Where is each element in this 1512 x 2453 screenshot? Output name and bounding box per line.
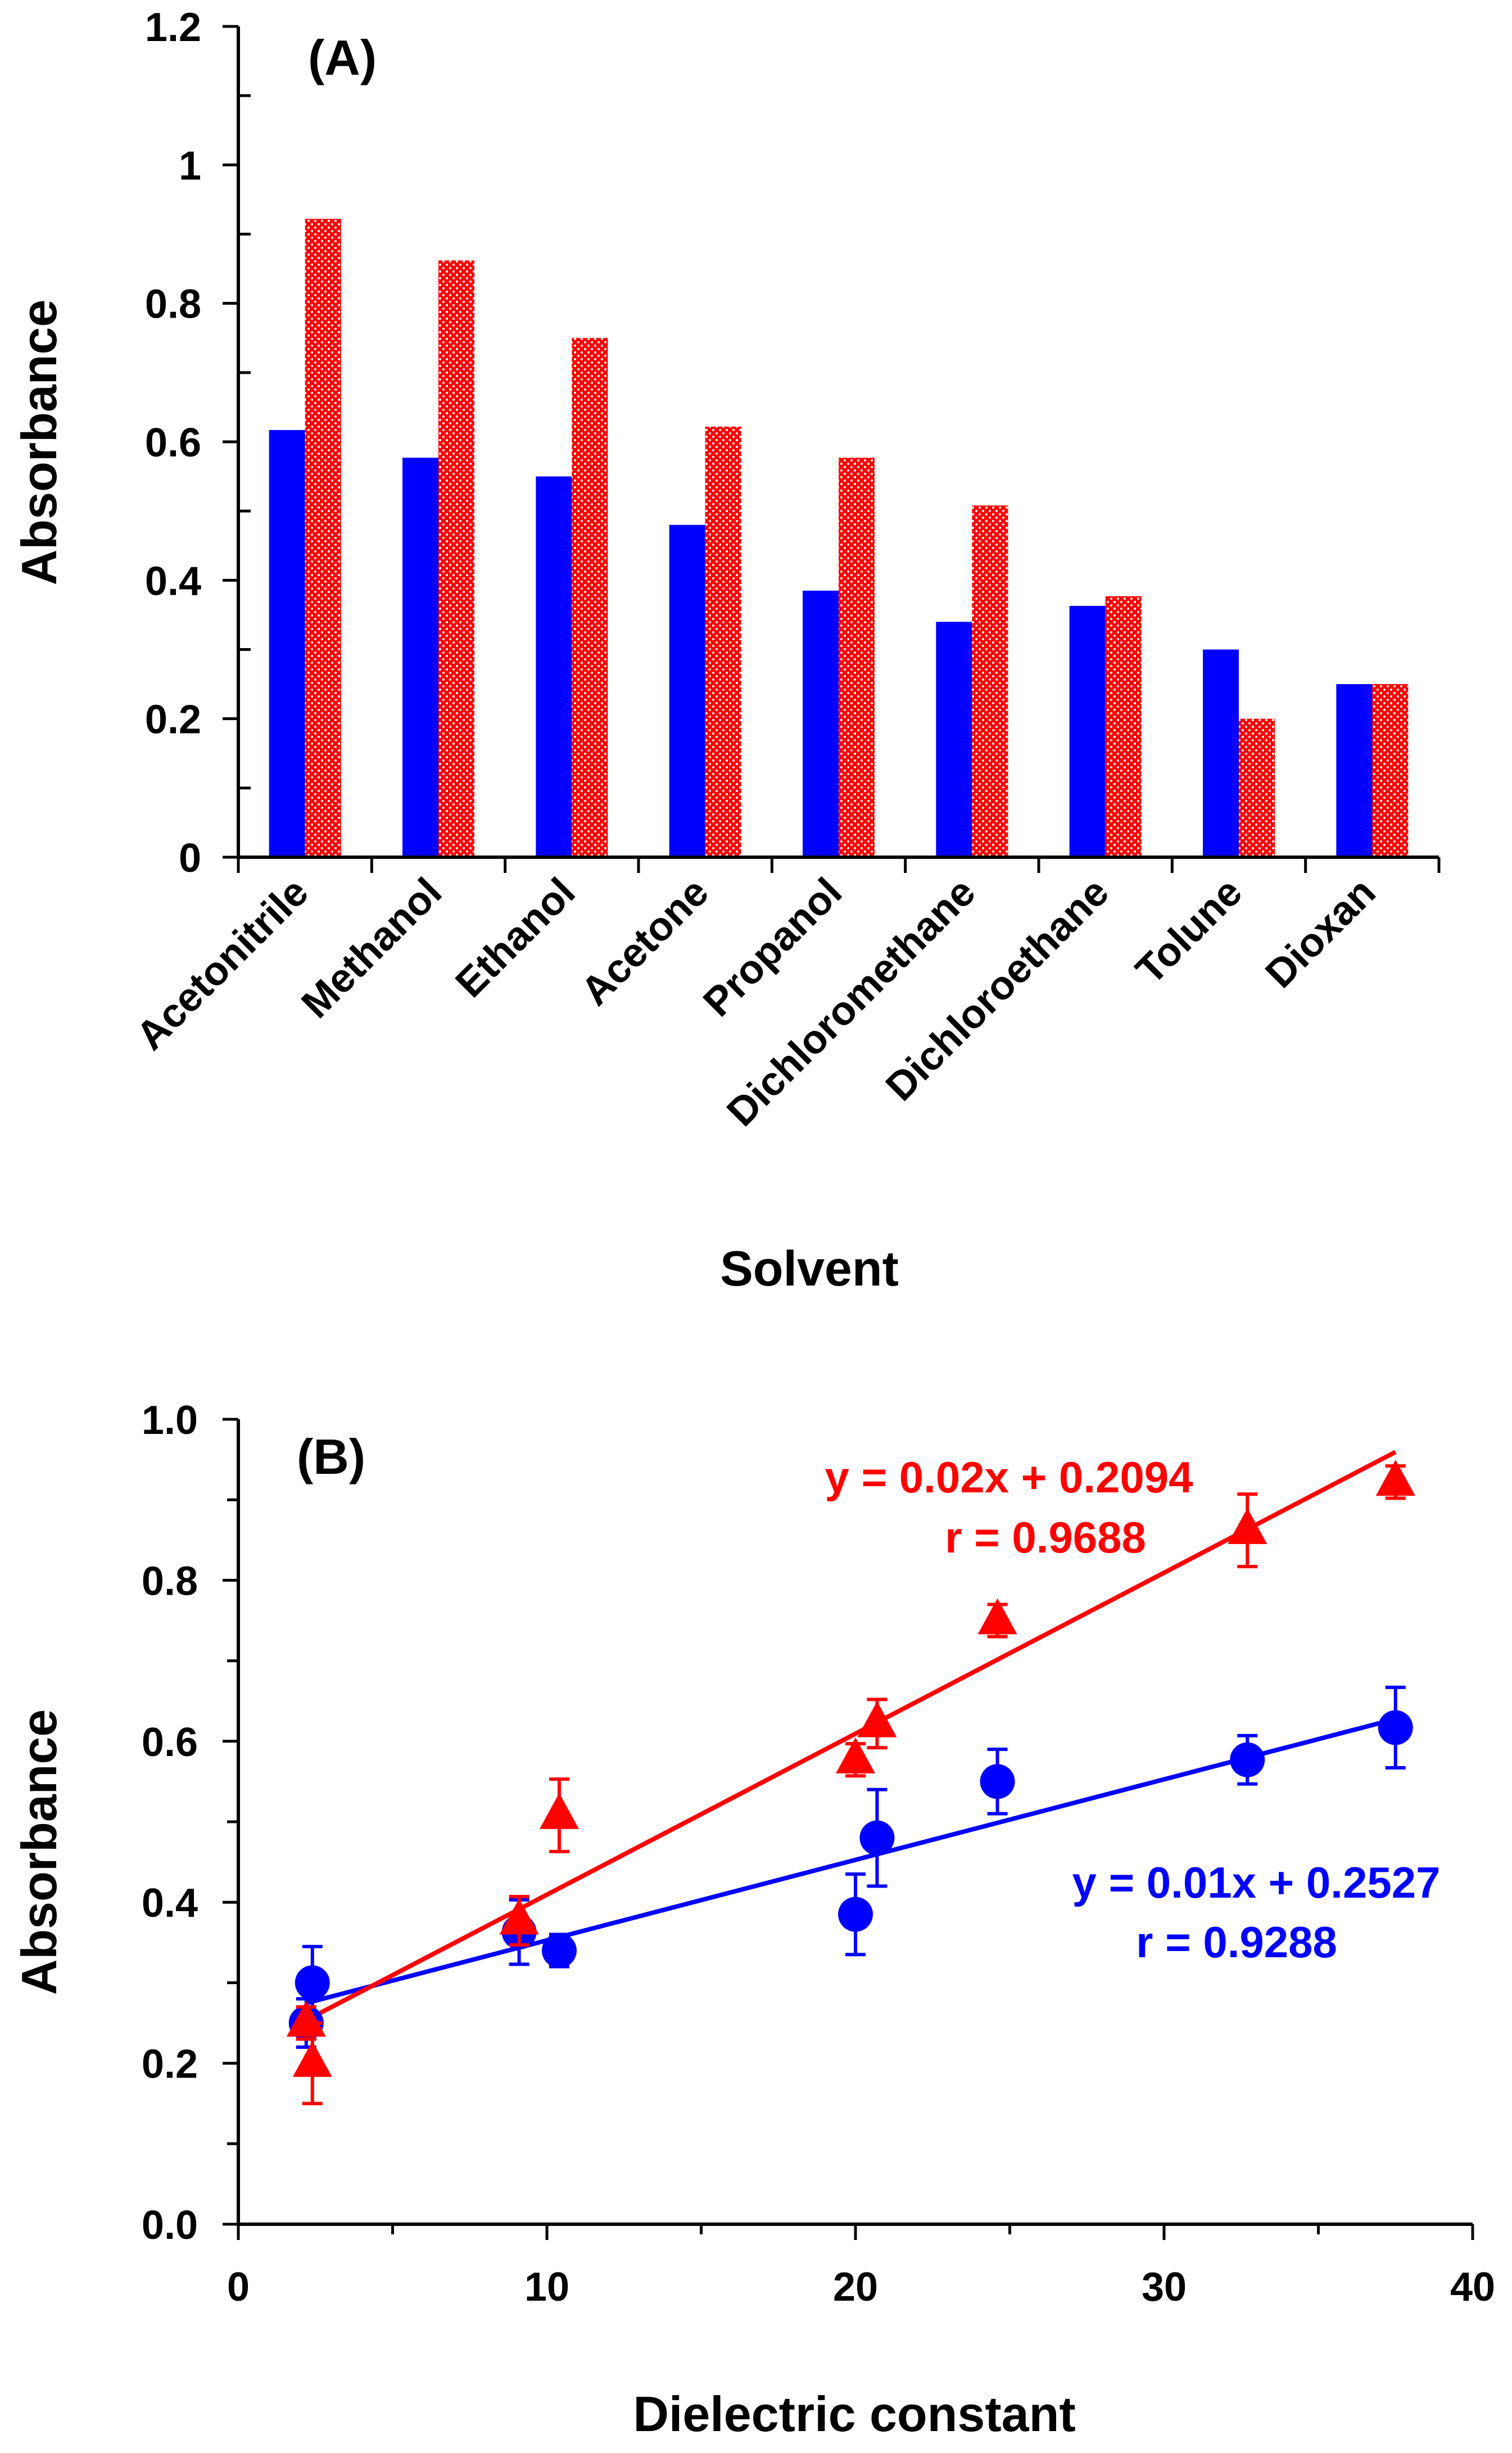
triangle-marker xyxy=(286,2001,326,2037)
panel-a-bars xyxy=(269,219,1409,857)
circle-marker xyxy=(1378,1710,1413,1745)
panel-b-fit-lines xyxy=(305,1450,1397,2022)
red-fit-r-value: r = 0.9688 xyxy=(945,1513,1146,1562)
fit-line-red-triangles xyxy=(305,1450,1397,2022)
y-tick-label: 1.2 xyxy=(145,5,201,50)
bar-series-2-acetonitrile xyxy=(305,219,341,857)
y-tick-label: 1.0 xyxy=(142,1398,198,1443)
y-tick-label: 0.2 xyxy=(145,698,201,743)
bar-series-1-acetonitrile xyxy=(269,430,305,857)
triangle-marker xyxy=(499,1898,539,1935)
point-blue-circles xyxy=(1378,1685,1413,1770)
circle-marker xyxy=(859,1820,895,1855)
panel-a-x-ticks: AcetonitrileMethanolEthanolAcetonePropan… xyxy=(128,857,1441,1135)
bar-series-2-methanol xyxy=(438,260,474,857)
point-red-triangles xyxy=(1375,1460,1415,1500)
circle-marker xyxy=(295,1965,330,2001)
panel-b-y-axis-label: Absorbance xyxy=(11,1709,67,1995)
category-label-dichloroethane: Dichloroethane xyxy=(877,870,1117,1110)
bar-series-1-tolune xyxy=(1203,649,1239,857)
y-tick-label: 0.8 xyxy=(142,1559,198,1604)
bar-series-2-propanol xyxy=(839,458,875,857)
triangle-marker xyxy=(539,1793,579,1829)
panel-a-label: (A) xyxy=(308,30,377,85)
circle-marker xyxy=(980,1764,1015,1799)
x-tick-label: 20 xyxy=(833,2265,878,2310)
x-tick-label: 30 xyxy=(1142,2265,1187,2310)
y-tick-label: 0.4 xyxy=(142,1881,198,1926)
triangle-marker xyxy=(292,2040,332,2077)
panel-b-points xyxy=(286,1460,1415,2106)
category-label-ethanol: Ethanol xyxy=(447,870,583,1006)
point-red-triangles xyxy=(499,1895,539,1947)
circle-marker xyxy=(541,1933,577,1968)
bar-series-1-propanol xyxy=(803,590,839,857)
point-red-triangles xyxy=(836,1737,875,1778)
bar-series-1-dichloroethane xyxy=(1069,605,1106,857)
point-red-triangles xyxy=(292,2021,332,2106)
y-tick-label: 0.4 xyxy=(145,559,201,604)
panel-a-bar-chart: (A) Absorbance Solvent 0 0.2 0.4 0.6 0.8 1 1.2… xyxy=(11,5,1441,1296)
circle-marker xyxy=(838,1897,873,1932)
bar-series-2-tolune xyxy=(1239,718,1275,857)
y-tick-label: 0.6 xyxy=(145,420,201,465)
point-red-triangles xyxy=(1228,1492,1267,1569)
bar-series-2-ethanol xyxy=(572,338,608,857)
triangle-marker xyxy=(1375,1460,1415,1496)
bar-series-1-dichloromethane xyxy=(936,622,972,857)
point-red-triangles xyxy=(977,1598,1017,1639)
x-tick-label: 0 xyxy=(227,2265,250,2310)
point-red-triangles xyxy=(539,1777,579,1853)
category-label-dichloromethane: Dichloromethane xyxy=(718,870,984,1135)
category-label-dioxan: Dioxan xyxy=(1257,870,1384,997)
bar-series-1-ethanol xyxy=(536,476,572,857)
panel-b-x-axis-label: Dielectric constant xyxy=(633,2386,1075,2442)
bar-series-2-acetone xyxy=(705,426,741,857)
point-blue-circles xyxy=(838,1872,873,1957)
bar-series-2-dichloroethane xyxy=(1105,596,1142,857)
circle-marker xyxy=(1230,1742,1265,1777)
bar-series-1-methanol xyxy=(402,458,438,857)
fit-line-blue-circles xyxy=(305,1717,1396,2006)
triangle-marker xyxy=(1228,1508,1267,1544)
bar-series-2-dioxan xyxy=(1372,684,1409,857)
triangle-marker xyxy=(857,1701,897,1737)
panel-a-y-ticks: 0 0.2 0.4 0.6 0.8 1 1.2 xyxy=(145,5,251,881)
panel-b-y-ticks: 0.0 0.2 0.4 0.6 0.8 1.0 xyxy=(142,1398,238,2248)
y-tick-label: 1 xyxy=(179,143,201,188)
blue-fit-r-value: r = 0.9288 xyxy=(1136,1917,1337,1967)
y-tick-label: 0 xyxy=(179,836,201,881)
bar-series-1-acetone xyxy=(669,524,705,857)
blue-fit-equation: y = 0.01x + 0.2527 xyxy=(1072,1858,1441,1907)
triangle-marker xyxy=(836,1737,875,1774)
point-blue-circles xyxy=(541,1932,577,1968)
category-label-methanol: Methanol xyxy=(293,870,450,1027)
panel-b-x-ticks: 0 10 20 30 40 xyxy=(227,2224,1495,2310)
x-tick-label: 40 xyxy=(1450,2265,1495,2310)
red-fit-equation: y = 0.02x + 0.2094 xyxy=(825,1452,1193,1502)
panel-b-scatter-chart: (B) Absorbance Dielectric constant 0.00.… xyxy=(11,1398,1495,2442)
panel-a-x-axis-label: Solvent xyxy=(720,1241,899,1296)
panel-b-label: (B) xyxy=(297,1429,365,1485)
point-red-triangles xyxy=(857,1698,897,1750)
point-blue-circles xyxy=(1230,1734,1265,1786)
triangle-marker xyxy=(977,1598,1017,1635)
point-blue-circles xyxy=(859,1787,895,1888)
y-tick-label: 0.0 xyxy=(142,2203,198,2248)
point-blue-circles xyxy=(980,1748,1015,1816)
bar-series-1-dioxan xyxy=(1336,684,1373,857)
category-label-acetonitrile: Acetonitrile xyxy=(128,870,317,1059)
y-tick-label: 0.8 xyxy=(145,282,201,327)
category-label-tolune: Tolune xyxy=(1128,870,1251,993)
bar-series-2-dichloromethane xyxy=(972,505,1008,857)
y-tick-label: 0.2 xyxy=(142,2042,198,2087)
y-tick-label: 0.6 xyxy=(142,1720,198,1765)
x-tick-label: 10 xyxy=(524,2265,569,2310)
panel-a-y-axis-label: Absorbance xyxy=(11,300,67,586)
